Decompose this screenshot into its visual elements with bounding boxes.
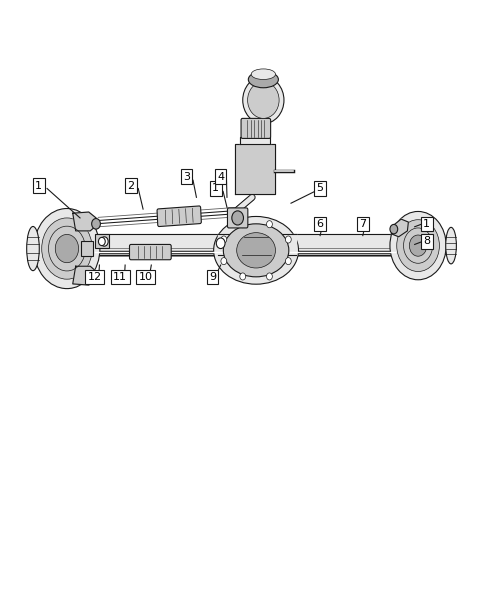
Text: 6: 6: [316, 219, 323, 229]
Text: 8: 8: [423, 237, 429, 246]
Circle shape: [220, 257, 226, 264]
Circle shape: [408, 235, 426, 256]
Circle shape: [55, 234, 78, 263]
Ellipse shape: [213, 217, 298, 284]
Text: 7: 7: [359, 219, 365, 229]
Text: 3: 3: [183, 172, 190, 181]
Circle shape: [216, 238, 225, 249]
Text: 10: 10: [138, 272, 152, 282]
Text: 1: 1: [423, 219, 429, 229]
Circle shape: [403, 228, 432, 263]
Text: 1: 1: [35, 181, 42, 190]
Text: 12: 12: [87, 272, 102, 282]
Text: 9: 9: [209, 272, 215, 282]
Text: 4: 4: [217, 172, 224, 181]
Circle shape: [266, 221, 272, 228]
Text: 1: 1: [212, 184, 219, 193]
FancyBboxPatch shape: [94, 234, 109, 248]
Circle shape: [220, 236, 226, 243]
FancyBboxPatch shape: [227, 208, 247, 228]
Circle shape: [98, 237, 105, 246]
Ellipse shape: [247, 82, 278, 118]
Circle shape: [34, 209, 100, 289]
Ellipse shape: [242, 77, 283, 124]
Polygon shape: [73, 212, 97, 231]
Ellipse shape: [445, 227, 455, 264]
Text: 5: 5: [316, 184, 323, 193]
Circle shape: [389, 224, 397, 234]
Ellipse shape: [248, 71, 278, 88]
Circle shape: [231, 211, 243, 225]
Circle shape: [266, 273, 272, 280]
Polygon shape: [73, 266, 97, 285]
Circle shape: [239, 221, 245, 228]
FancyBboxPatch shape: [81, 241, 92, 256]
Circle shape: [42, 218, 92, 279]
Ellipse shape: [223, 224, 288, 277]
Polygon shape: [240, 137, 270, 144]
Circle shape: [285, 257, 291, 264]
FancyBboxPatch shape: [129, 244, 171, 260]
Ellipse shape: [251, 69, 275, 80]
Circle shape: [48, 226, 85, 271]
FancyBboxPatch shape: [241, 118, 270, 138]
Polygon shape: [235, 144, 274, 194]
Circle shape: [91, 219, 100, 229]
Circle shape: [285, 236, 291, 243]
Circle shape: [100, 237, 108, 246]
Circle shape: [239, 273, 245, 280]
Polygon shape: [391, 219, 408, 237]
Circle shape: [396, 220, 439, 272]
Ellipse shape: [27, 227, 39, 271]
Circle shape: [389, 211, 445, 280]
Text: 11: 11: [113, 272, 127, 282]
Ellipse shape: [236, 233, 275, 268]
FancyBboxPatch shape: [157, 206, 201, 227]
Text: 2: 2: [127, 181, 134, 190]
